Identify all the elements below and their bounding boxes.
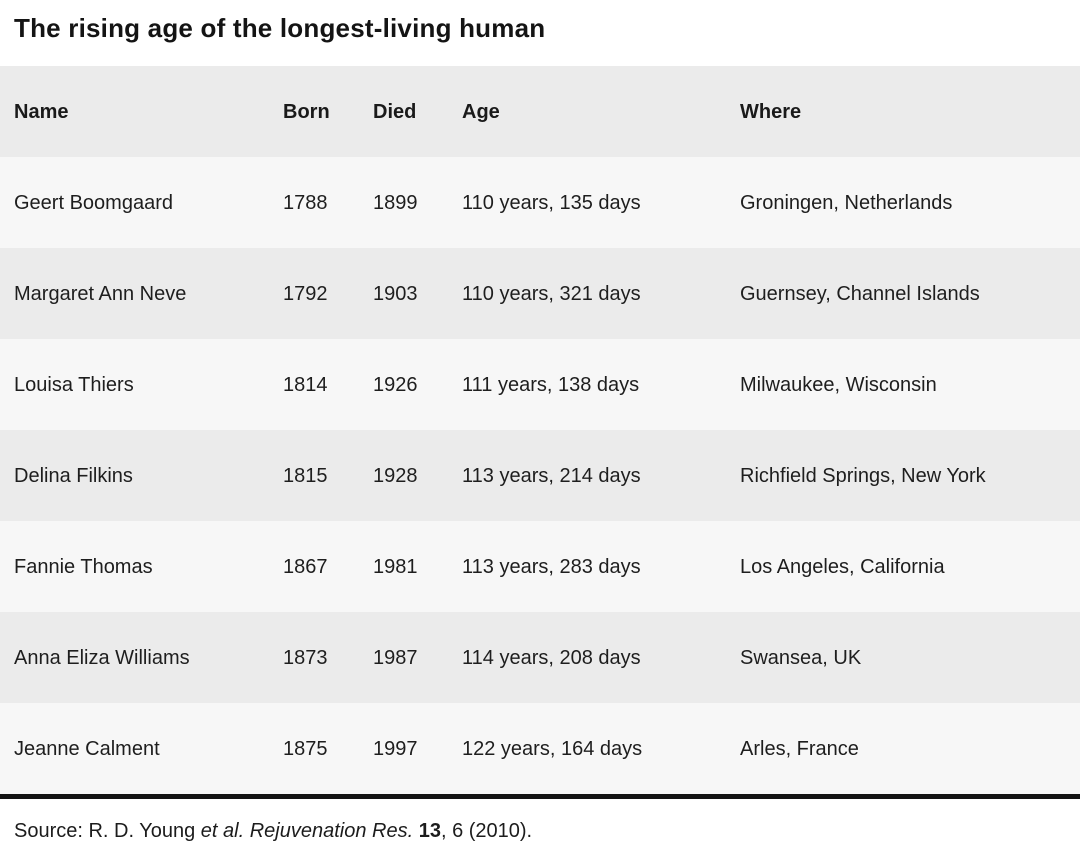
table-cell: 1928 xyxy=(373,464,418,487)
table-cell: 1926 xyxy=(373,373,418,396)
table-row: Fannie Thomas 1867 1981 113 years, 283 days… xyxy=(0,521,1080,612)
source-text-suffix: , 6 (2010). xyxy=(440,820,533,842)
table-cell: Swansea, UK xyxy=(740,646,862,669)
table-cell: 113 years, 283 days xyxy=(462,555,641,578)
table-cell: 110 years, 135 days xyxy=(462,191,641,214)
table-cell: Milwaukee, Wisconsin xyxy=(740,373,937,396)
table-body: Geert Boomgaard 1788 1899 110 years, 135 da… xyxy=(0,157,1080,794)
source-text: Source: R. D. Young xyxy=(14,820,201,842)
table-header: Name Born Died Age Where xyxy=(0,66,1080,157)
table-cell: Fannie Thomas xyxy=(14,555,153,578)
table-row: Louisa Thiers 1814 1926 111 years, 138 days… xyxy=(0,339,1080,430)
table-cell: 1814 xyxy=(283,373,328,396)
table-row: Delina Filkins 1815 1928 113 years, 214 day… xyxy=(0,430,1080,521)
table-cell: 122 years, 164 days xyxy=(462,737,643,760)
table-cell: Anna Eliza Williams xyxy=(14,646,190,669)
table-cell: Louisa Thiers xyxy=(14,373,134,396)
table-cell: Los Angeles, California xyxy=(740,555,945,578)
table-cell: Arles, France xyxy=(740,737,859,760)
table-cell: 1981 xyxy=(373,555,418,578)
table-cell: 1867 xyxy=(283,555,328,578)
column-header-died: Died xyxy=(373,100,417,123)
table-cell: 1788 xyxy=(283,191,328,214)
column-header-born: Born xyxy=(283,100,330,123)
table-cell: 1815 xyxy=(283,464,328,487)
table-cell: Geert Boomgaard xyxy=(14,191,173,214)
table-cell: 113 years, 214 days xyxy=(462,464,641,487)
column-header-age: Age xyxy=(462,100,500,123)
source-note: Source: R. D. Young et al. Rejuvenation … xyxy=(0,799,1080,843)
column-header-name: Name xyxy=(14,100,69,123)
bottom-rule xyxy=(0,794,1080,799)
table-cell: 1903 xyxy=(373,282,418,305)
table-header-row: Name Born Died Age Where xyxy=(0,66,1080,157)
table-cell: Delina Filkins xyxy=(14,464,133,487)
table-cell: Jeanne Calment xyxy=(14,737,160,760)
longevity-table: Name Born Died Age Where Geert Boomgaard… xyxy=(0,66,1080,794)
table-cell: 1997 xyxy=(373,737,418,760)
column-header-where: Where xyxy=(740,100,802,123)
page-title: The rising age of the longest-living hum… xyxy=(14,13,546,43)
source-text-bold: 13 xyxy=(418,820,441,842)
table-cell: Guernsey, Channel Islands xyxy=(740,282,980,305)
table-row: Anna Eliza Williams 1873 1987 114 years, 20… xyxy=(0,612,1080,703)
table-cell: 1792 xyxy=(283,282,328,305)
table-cell: 110 years, 321 days xyxy=(462,282,641,305)
table-cell: 114 years, 208 days xyxy=(462,646,641,669)
table-cell: 111 years, 138 days xyxy=(462,373,640,396)
table-cell: Richfield Springs, New York xyxy=(740,464,986,487)
table-cell: Groningen, Netherlands xyxy=(740,191,953,214)
table-row: Geert Boomgaard 1788 1899 110 years, 135 da… xyxy=(0,157,1080,248)
table-cell: Margaret Ann Neve xyxy=(14,282,187,305)
table-cell: 1899 xyxy=(373,191,418,214)
table-cell: 1987 xyxy=(373,646,418,669)
table-cell: 1873 xyxy=(283,646,328,669)
table-cell: 1875 xyxy=(283,737,328,760)
source-text-italic: et al. Rejuvenation Res. xyxy=(200,820,419,842)
table-row: Margaret Ann Neve 1792 1903 110 years, 321 … xyxy=(0,248,1080,339)
table-row: Jeanne Calment 1875 1997 122 years, 164 day… xyxy=(0,703,1080,794)
